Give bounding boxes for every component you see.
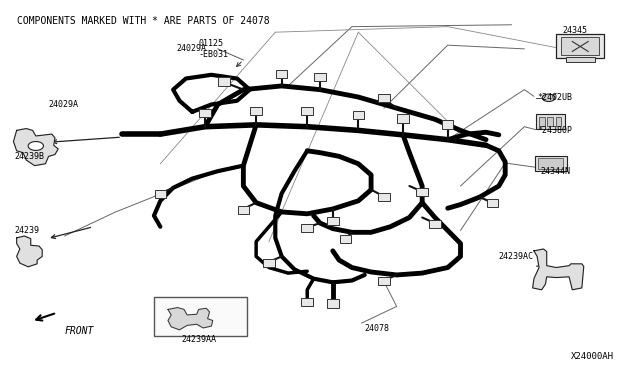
Circle shape [28,141,44,150]
Bar [327,217,339,225]
Text: *24380P: *24380P [537,126,572,135]
Text: 24345: 24345 [563,26,588,35]
Text: FRONT: FRONT [65,326,94,336]
Bar [237,206,249,214]
Bar [154,297,246,336]
Text: 24239AC: 24239AC [499,252,534,261]
Text: 24344N: 24344N [540,167,570,176]
Bar [250,107,262,115]
Bar [218,77,230,86]
Bar [534,155,566,171]
Text: 24029A: 24029A [176,44,206,53]
Bar [538,158,563,169]
Bar [378,193,390,201]
Bar [276,70,287,78]
Bar [556,117,561,126]
Bar [199,109,211,117]
Polygon shape [532,249,584,290]
Bar [155,190,166,198]
Bar [340,235,351,243]
Bar [327,299,339,308]
Bar [314,73,326,81]
Bar [378,94,390,102]
Bar [353,111,364,119]
Text: 24239B: 24239B [15,152,45,161]
Bar [536,115,564,129]
Polygon shape [13,129,58,166]
Text: 24078: 24078 [365,324,390,333]
Text: 01125: 01125 [198,39,223,48]
Polygon shape [17,236,42,267]
Text: -EB031: -EB031 [198,50,228,59]
Bar [301,298,313,306]
Bar [263,259,275,267]
Bar [301,224,313,232]
Bar [378,277,390,285]
Text: *2402UB: *2402UB [537,93,572,102]
Bar [539,117,545,126]
Polygon shape [168,308,212,330]
Bar [547,117,553,126]
Text: COMPONENTS MARKED WITH * ARE PARTS OF 24078: COMPONENTS MARKED WITH * ARE PARTS OF 24… [17,16,269,26]
Bar [556,34,604,58]
Circle shape [542,94,555,102]
Text: X24000AH: X24000AH [571,352,614,361]
Bar [397,115,409,123]
Bar [566,57,595,62]
Bar [429,220,441,228]
Text: 24239AA: 24239AA [181,335,216,344]
Text: 24239: 24239 [15,226,40,235]
Bar [301,107,313,115]
Bar [561,37,599,55]
Bar [486,199,498,208]
Bar [442,121,454,129]
Text: 24029A: 24029A [49,100,79,109]
Bar [417,188,428,196]
